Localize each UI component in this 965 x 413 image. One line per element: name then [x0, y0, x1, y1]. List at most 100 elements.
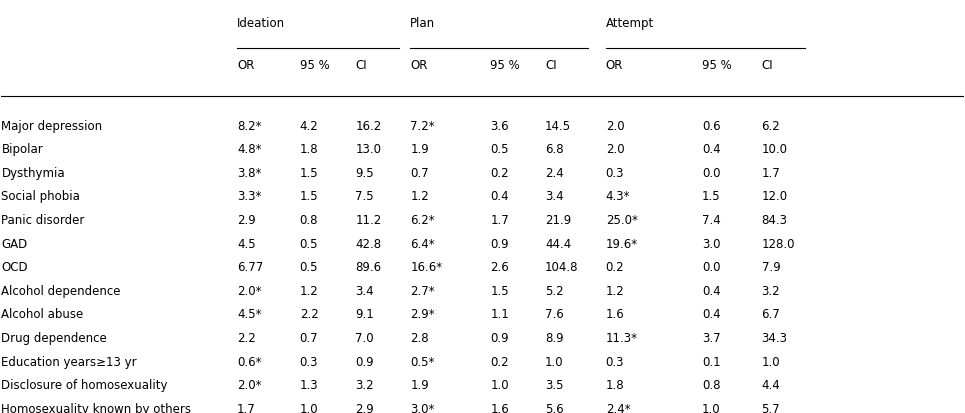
Text: 2.2: 2.2 — [300, 308, 318, 321]
Text: 5.2: 5.2 — [545, 284, 564, 297]
Text: 0.3: 0.3 — [606, 355, 624, 368]
Text: OR: OR — [410, 58, 427, 71]
Text: 1.6: 1.6 — [490, 402, 509, 413]
Text: Major depression: Major depression — [1, 119, 102, 132]
Text: Homosexuality known by others: Homosexuality known by others — [1, 402, 191, 413]
Text: 3.2: 3.2 — [355, 378, 374, 392]
Text: 95 %: 95 % — [300, 58, 329, 71]
Text: 3.4: 3.4 — [355, 284, 374, 297]
Text: 0.2: 0.2 — [606, 261, 624, 273]
Text: Disclosure of homosexuality: Disclosure of homosexuality — [1, 378, 168, 392]
Text: 3.8*: 3.8* — [237, 166, 262, 179]
Text: 0.9: 0.9 — [355, 355, 374, 368]
Text: 10.0: 10.0 — [761, 143, 787, 156]
Text: 1.3: 1.3 — [300, 378, 318, 392]
Text: 0.5: 0.5 — [300, 261, 318, 273]
Text: 3.3*: 3.3* — [237, 190, 262, 203]
Text: 2.2: 2.2 — [237, 331, 256, 344]
Text: 9.5: 9.5 — [355, 166, 374, 179]
Text: 1.8: 1.8 — [606, 378, 624, 392]
Text: 0.0: 0.0 — [702, 261, 721, 273]
Text: 95 %: 95 % — [490, 58, 520, 71]
Text: 3.5: 3.5 — [545, 378, 564, 392]
Text: 4.8*: 4.8* — [237, 143, 262, 156]
Text: 44.4: 44.4 — [545, 237, 571, 250]
Text: Alcohol abuse: Alcohol abuse — [1, 308, 84, 321]
Text: 3.0: 3.0 — [702, 237, 721, 250]
Text: 42.8: 42.8 — [355, 237, 381, 250]
Text: 13.0: 13.0 — [355, 143, 381, 156]
Text: 7.4: 7.4 — [702, 214, 721, 226]
Text: 6.4*: 6.4* — [410, 237, 435, 250]
Text: 6.2: 6.2 — [761, 119, 781, 132]
Text: 5.7: 5.7 — [761, 402, 780, 413]
Text: 1.5: 1.5 — [300, 166, 318, 179]
Text: 1.0: 1.0 — [702, 402, 721, 413]
Text: 4.3*: 4.3* — [606, 190, 630, 203]
Text: 1.5: 1.5 — [300, 190, 318, 203]
Text: 7.5: 7.5 — [355, 190, 374, 203]
Text: 0.8: 0.8 — [300, 214, 318, 226]
Text: Alcohol dependence: Alcohol dependence — [1, 284, 121, 297]
Text: 1.0: 1.0 — [490, 378, 509, 392]
Text: 34.3: 34.3 — [761, 331, 787, 344]
Text: 25.0*: 25.0* — [606, 214, 638, 226]
Text: 3.7: 3.7 — [702, 331, 721, 344]
Text: 2.0: 2.0 — [606, 119, 624, 132]
Text: 104.8: 104.8 — [545, 261, 579, 273]
Text: OR: OR — [606, 58, 623, 71]
Text: Ideation: Ideation — [237, 17, 286, 30]
Text: 0.4: 0.4 — [490, 190, 509, 203]
Text: 0.2: 0.2 — [490, 355, 509, 368]
Text: 0.5: 0.5 — [300, 237, 318, 250]
Text: 0.8: 0.8 — [702, 378, 721, 392]
Text: 0.0: 0.0 — [702, 166, 721, 179]
Text: 8.9: 8.9 — [545, 331, 564, 344]
Text: 1.2: 1.2 — [606, 284, 624, 297]
Text: 0.9: 0.9 — [490, 237, 509, 250]
Text: 0.7: 0.7 — [300, 331, 318, 344]
Text: 1.0: 1.0 — [761, 355, 780, 368]
Text: 1.5: 1.5 — [490, 284, 509, 297]
Text: 1.6: 1.6 — [606, 308, 624, 321]
Text: 8.2*: 8.2* — [237, 119, 262, 132]
Text: 6.2*: 6.2* — [410, 214, 435, 226]
Text: Social phobia: Social phobia — [1, 190, 80, 203]
Text: 1.2: 1.2 — [410, 190, 429, 203]
Text: 6.8: 6.8 — [545, 143, 564, 156]
Text: Drug dependence: Drug dependence — [1, 331, 107, 344]
Text: CI: CI — [355, 58, 367, 71]
Text: 0.3: 0.3 — [606, 166, 624, 179]
Text: 14.5: 14.5 — [545, 119, 571, 132]
Text: OCD: OCD — [1, 261, 28, 273]
Text: 2.9: 2.9 — [237, 214, 256, 226]
Text: 7.0: 7.0 — [355, 331, 374, 344]
Text: 2.0*: 2.0* — [237, 284, 262, 297]
Text: 11.2: 11.2 — [355, 214, 382, 226]
Text: 7.2*: 7.2* — [410, 119, 435, 132]
Text: 3.6: 3.6 — [490, 119, 509, 132]
Text: 2.6: 2.6 — [490, 261, 509, 273]
Text: 4.5: 4.5 — [237, 237, 256, 250]
Text: 1.2: 1.2 — [300, 284, 318, 297]
Text: 4.5*: 4.5* — [237, 308, 262, 321]
Text: 2.0: 2.0 — [606, 143, 624, 156]
Text: 6.7: 6.7 — [761, 308, 781, 321]
Text: 3.2: 3.2 — [761, 284, 780, 297]
Text: Attempt: Attempt — [606, 17, 654, 30]
Text: 1.9: 1.9 — [410, 143, 429, 156]
Text: 2.4: 2.4 — [545, 166, 564, 179]
Text: 0.9: 0.9 — [490, 331, 509, 344]
Text: 89.6: 89.6 — [355, 261, 381, 273]
Text: OR: OR — [237, 58, 255, 71]
Text: 1.7: 1.7 — [237, 402, 256, 413]
Text: 4.2: 4.2 — [300, 119, 318, 132]
Text: 0.5*: 0.5* — [410, 355, 434, 368]
Text: 0.4: 0.4 — [702, 308, 721, 321]
Text: CI: CI — [545, 58, 557, 71]
Text: 7.6: 7.6 — [545, 308, 564, 321]
Text: 1.0: 1.0 — [545, 355, 564, 368]
Text: 2.8: 2.8 — [410, 331, 429, 344]
Text: 1.1: 1.1 — [490, 308, 509, 321]
Text: 1.0: 1.0 — [300, 402, 318, 413]
